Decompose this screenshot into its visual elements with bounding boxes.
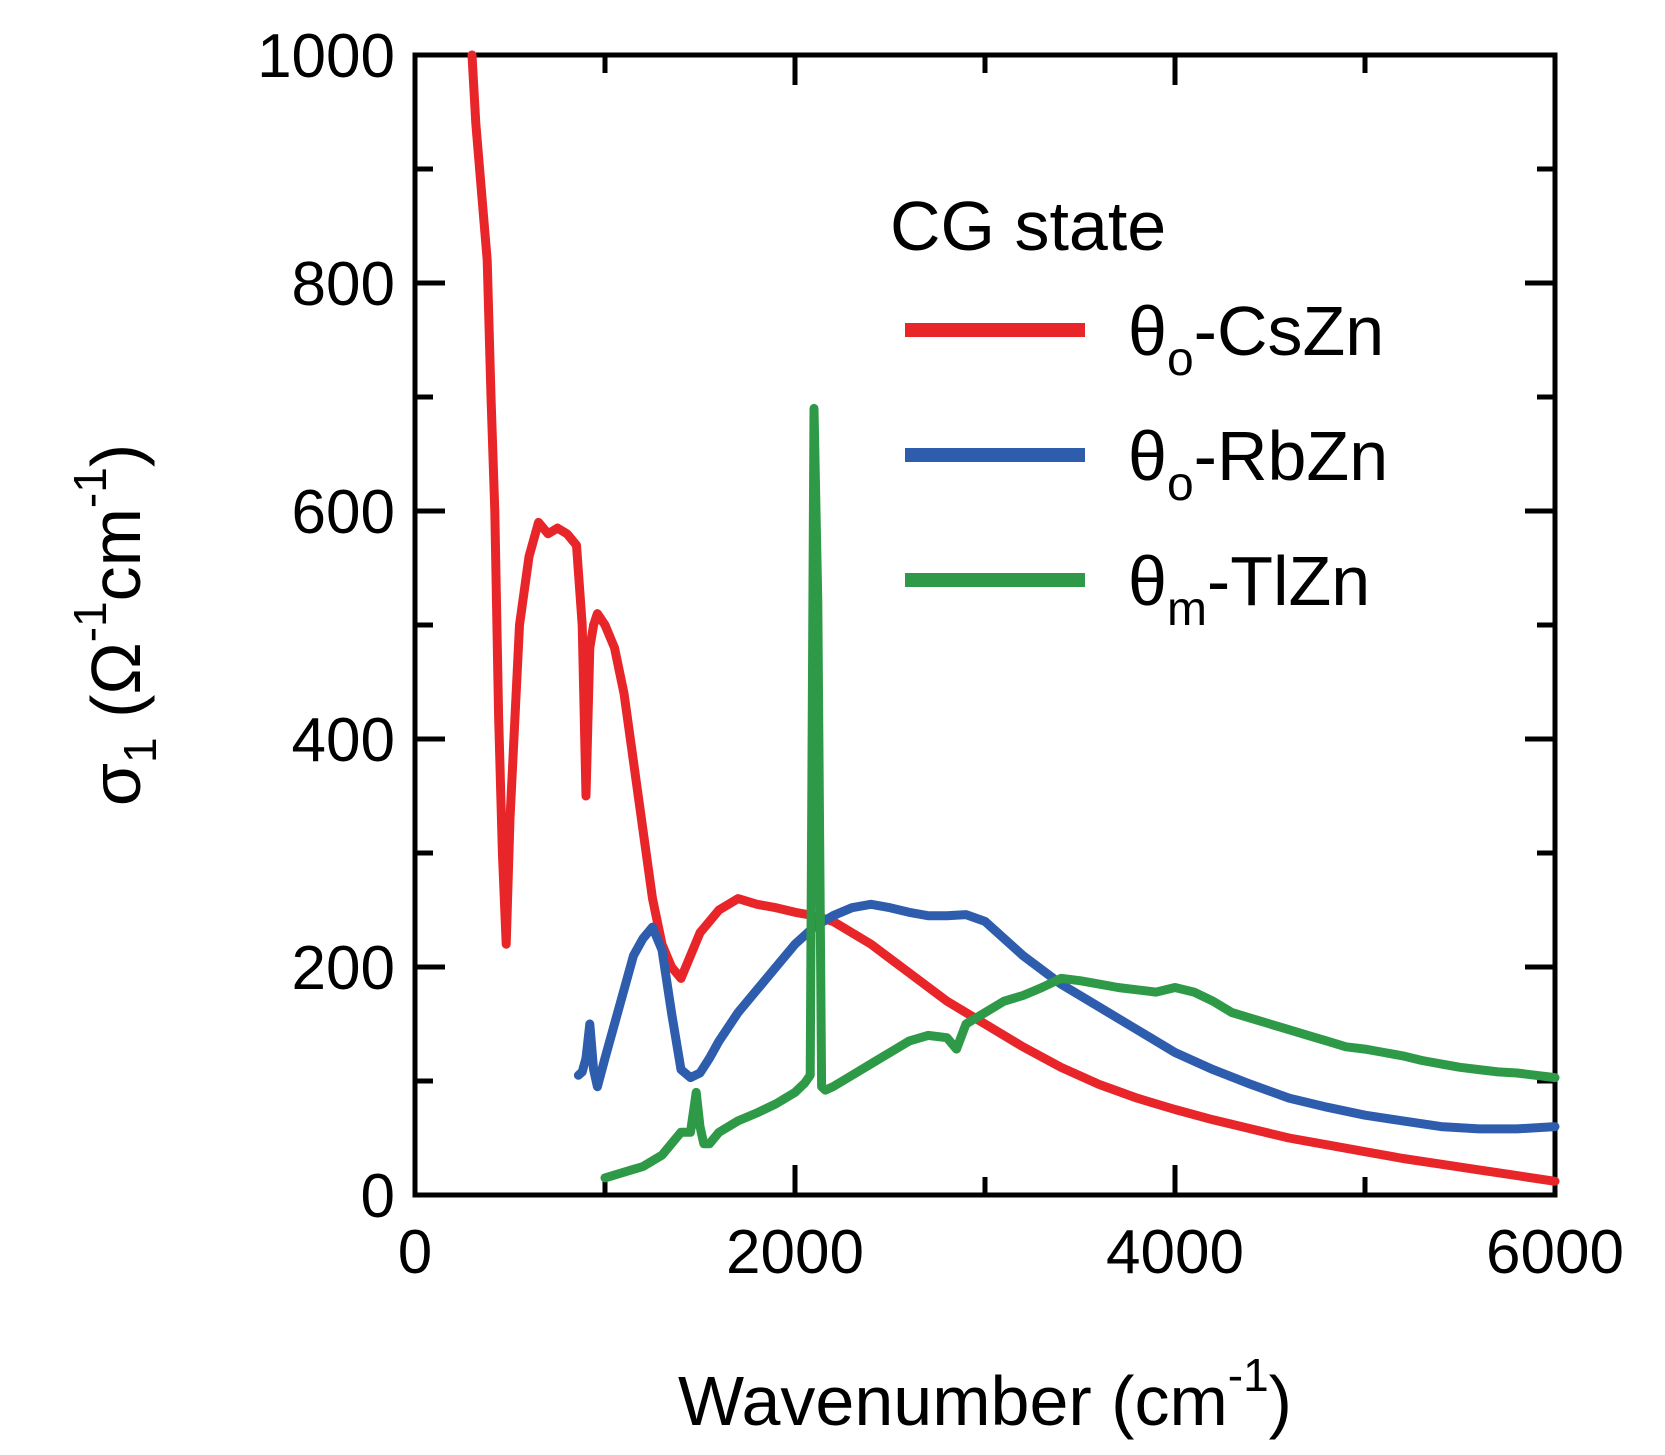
x-axis-title-main: Wavenumber (cm: [678, 1362, 1228, 1440]
series-line-tlzn: [600, 403, 1560, 1183]
x-tick-label: 0: [398, 1218, 432, 1287]
legend-label-cszn: θo-CsZn: [1128, 292, 1384, 386]
y-axis-title-sigma: σ: [77, 763, 155, 806]
legend: CG state θo-CsZn θo-RbZn θm-TlZn: [890, 187, 1388, 636]
y-tick-label: 1000: [257, 22, 395, 91]
y-axis-title: σ1 (Ω-1cm-1): [64, 444, 166, 806]
ticks: 0 2000 4000 6000 0 200 400 600 800 1000: [257, 22, 1624, 1287]
y-axis-title-sub: 1: [114, 737, 166, 763]
x-tick-label: 2000: [726, 1218, 864, 1287]
x-axis-title-close: ): [1269, 1362, 1292, 1440]
y-tick-label: 400: [292, 706, 395, 775]
series-line-rbzn: [573, 899, 1560, 1134]
legend-title: CG state: [890, 187, 1166, 265]
x-tick-label: 6000: [1486, 1218, 1624, 1287]
y-tick-label: 600: [292, 478, 395, 547]
y-axis-title-sup1: -1: [64, 601, 116, 642]
series-lines: [467, 50, 1560, 1186]
y-tick-label: 0: [361, 1162, 395, 1231]
x-axis-title-sup: -1: [1228, 1349, 1269, 1401]
x-axis-title: Wavenumber (cm-1): [678, 1349, 1292, 1440]
y-tick-label: 200: [292, 934, 395, 1003]
legend-label-rbzn: θo-RbZn: [1128, 417, 1388, 511]
x-tick-label: 4000: [1106, 1218, 1244, 1287]
legend-label-tlzn: θm-TlZn: [1128, 542, 1370, 636]
y-tick-label: 800: [292, 250, 395, 319]
y-axis-title-cm: cm: [77, 508, 155, 601]
y-axis-title-sup2: -1: [64, 467, 116, 508]
y-axis-title-open: (Ω: [77, 642, 155, 737]
y-axis-title-close: ): [77, 444, 155, 467]
